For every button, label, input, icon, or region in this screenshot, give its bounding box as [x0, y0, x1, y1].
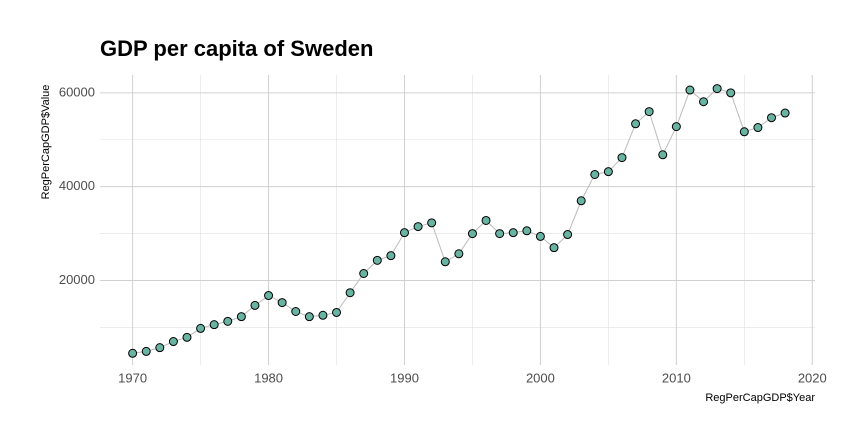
data-point — [563, 230, 573, 240]
data-point — [726, 88, 736, 98]
data-point — [495, 229, 505, 239]
data-point — [671, 122, 681, 132]
data-point — [522, 226, 532, 236]
data-point — [128, 348, 138, 358]
x-tick-label: 1990 — [390, 370, 419, 385]
data-point — [712, 84, 722, 94]
data-point — [277, 298, 287, 308]
data-point — [440, 257, 450, 267]
data-point — [236, 312, 246, 322]
x-tick-label: 1980 — [254, 370, 283, 385]
data-point — [304, 312, 314, 322]
data-point — [549, 243, 559, 253]
x-tick-label: 2000 — [526, 370, 555, 385]
data-point — [332, 307, 342, 317]
data-point — [182, 332, 192, 342]
connecting-line — [132, 88, 786, 354]
data-point — [264, 291, 274, 301]
data-point — [155, 343, 165, 353]
data-point — [631, 119, 641, 129]
data-point — [535, 231, 545, 241]
data-point — [644, 107, 654, 117]
data-point — [250, 300, 260, 310]
chart-title: GDP per capita of Sweden — [100, 36, 373, 61]
data-point — [753, 123, 763, 133]
data-point — [372, 255, 382, 265]
x-tick-label: 2010 — [662, 370, 691, 385]
data-point — [318, 310, 328, 320]
data-point — [345, 288, 355, 298]
data-point — [196, 323, 206, 333]
data-point — [658, 150, 668, 160]
x-tick-label: 2020 — [798, 370, 827, 385]
data-point — [467, 229, 477, 239]
data-point — [209, 320, 219, 330]
data-point — [399, 228, 409, 238]
y-tick-label: 40000 — [59, 178, 95, 193]
data-point — [685, 85, 695, 95]
data-point — [508, 228, 518, 238]
data-point — [481, 215, 491, 225]
data-point — [427, 218, 437, 228]
data-point — [617, 153, 627, 163]
data-point — [699, 97, 709, 107]
data-point — [454, 249, 464, 259]
data-point — [359, 268, 369, 278]
data-point — [386, 251, 396, 261]
x-axis-label: RegPerCapGDP$Year — [705, 392, 815, 404]
x-tick-label: 1970 — [118, 370, 147, 385]
data-point — [141, 346, 151, 356]
y-axis-label: RegPerCapGDP$Value — [40, 85, 52, 200]
y-tick-label: 20000 — [59, 272, 95, 287]
data-point — [291, 307, 301, 317]
data-point — [223, 316, 233, 326]
data-point — [767, 113, 777, 123]
data-point — [780, 108, 790, 118]
data-point — [168, 337, 178, 347]
data-point — [603, 167, 613, 177]
data-point — [590, 169, 600, 179]
data-point — [739, 127, 749, 137]
data-point — [576, 196, 586, 206]
y-tick-label: 60000 — [59, 84, 95, 99]
data-point — [413, 222, 423, 232]
